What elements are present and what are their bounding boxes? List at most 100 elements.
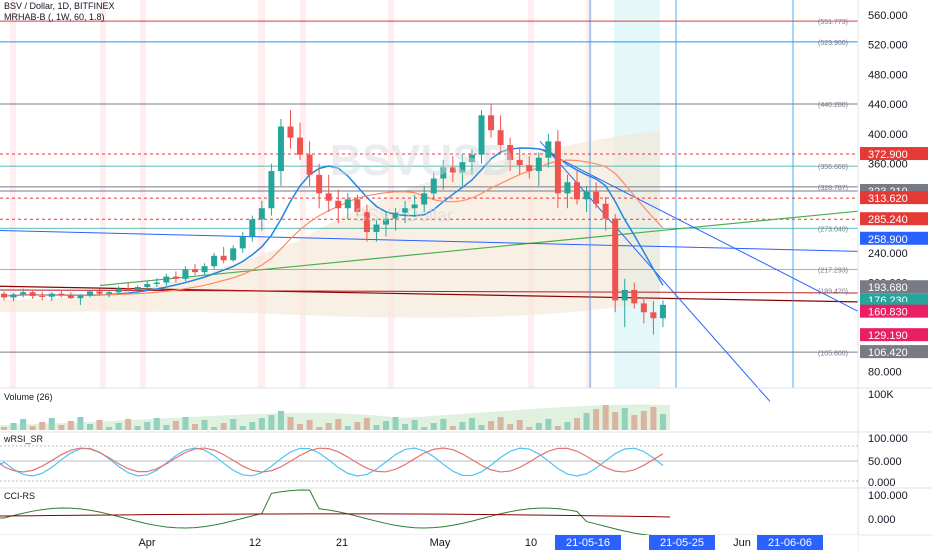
volume-bar: [144, 422, 151, 430]
volume-area: [0, 404, 670, 430]
candle-body: [325, 193, 332, 201]
price-label-box: [860, 280, 928, 294]
date-highlight-label: 21-06-06: [768, 537, 812, 549]
candle-body: [144, 284, 151, 288]
volume-bar: [58, 425, 65, 430]
volume-bar: [201, 420, 208, 430]
volume-bar: [39, 422, 46, 430]
price-label-box: [860, 212, 928, 226]
wrsi-axis-label: 0.000: [868, 477, 896, 489]
volume-bar: [125, 419, 132, 430]
date-highlight-label: 21-05-25: [660, 537, 704, 549]
volume-bar: [392, 417, 399, 430]
candle-body: [574, 182, 580, 200]
candle-body: [392, 212, 399, 219]
highlight-band: [10, 0, 16, 388]
x-tick-label: Jun: [733, 537, 751, 549]
volume-bar: [402, 424, 409, 430]
candle-body: [58, 293, 65, 296]
volume-bar: [29, 426, 36, 430]
candle-body: [402, 208, 409, 213]
candle-body: [96, 291, 103, 294]
x-tick-label: May: [430, 537, 451, 549]
candle-body: [106, 292, 113, 294]
candle-body: [211, 255, 218, 267]
highlight-band: [300, 0, 306, 388]
candle-body: [421, 193, 428, 205]
highlight-band: [388, 0, 394, 388]
level-label: (189.420): [818, 288, 848, 295]
volume-bar: [249, 422, 256, 430]
candle-body: [383, 218, 389, 225]
candle-body: [125, 288, 132, 290]
cci-signal-line: [0, 513, 671, 518]
candle-body: [230, 248, 237, 261]
watermark-symbol: BSVUSD: [330, 136, 513, 185]
volume-bar: [211, 427, 218, 430]
candle-body: [20, 292, 27, 295]
candle-body: [593, 191, 600, 204]
volume-bar: [86, 424, 93, 430]
candle-body: [10, 294, 17, 298]
cloud-band: [0, 130, 660, 318]
volume-bar: [535, 423, 542, 430]
candle-body: [430, 178, 437, 194]
volume-pane-title: Volume (26): [4, 392, 53, 402]
candle-body: [316, 174, 323, 194]
candle-body: [354, 199, 361, 212]
candle-body: [258, 208, 265, 220]
trendline-blue-mid: [539, 148, 861, 313]
volume-bar: [640, 411, 647, 430]
volume-bar: [239, 426, 246, 430]
volume-bar: [316, 427, 323, 430]
candle-body: [297, 137, 304, 155]
price-label-text: 258.900: [868, 234, 908, 246]
volume-bar: [373, 425, 380, 430]
volume-bar: [526, 427, 533, 430]
candle-body: [335, 200, 342, 209]
candle-body: [564, 182, 571, 194]
volume-bar: [545, 419, 552, 430]
y-tick-label: 240.000: [868, 248, 908, 260]
volume-bar: [507, 424, 514, 430]
volume-bar: [192, 424, 198, 430]
time-axis-bg: [0, 535, 858, 550]
candle-body: [220, 255, 227, 261]
price-label-box: [860, 328, 928, 342]
volume-bar: [96, 420, 103, 430]
volume-bar: [153, 418, 160, 430]
level-label: (217.293): [818, 268, 848, 275]
candle-body: [497, 130, 504, 146]
volume-bar: [115, 423, 122, 430]
volume-bar: [478, 425, 485, 430]
highlight-band: [100, 0, 106, 388]
price-label-text: 285.240: [868, 214, 908, 226]
candle-body: [344, 199, 351, 209]
volume-bar: [449, 426, 456, 430]
volume-bar: [383, 421, 389, 430]
price-label-text: 313.620: [868, 193, 908, 205]
candle-body: [631, 289, 638, 304]
volume-bar: [602, 405, 609, 430]
volume-bar: [459, 422, 466, 430]
candle-body: [621, 289, 628, 301]
volume-bar: [583, 413, 590, 430]
wrsi-signal-line: [0, 447, 664, 473]
volume-bar: [421, 427, 428, 430]
volume-bar: [344, 426, 351, 430]
candle-body: [468, 154, 475, 163]
indicator-title: MRHAB-B (, 1W, 60, 1.8): [4, 12, 105, 22]
volume-bar: [287, 417, 294, 430]
volume-bar: [182, 417, 189, 430]
volume-bar: [77, 417, 84, 430]
symbol-title: BSV / Dollar, 1D, BITFINEX: [4, 1, 115, 11]
highlight-band: [140, 0, 146, 388]
volume-bar: [163, 425, 170, 430]
candle-body: [583, 191, 590, 200]
cci-axis-label: 100.000: [868, 490, 908, 502]
volume-bar: [574, 418, 580, 430]
level-label: (273.040): [818, 226, 848, 233]
price-label-box: [860, 304, 928, 318]
candle-body: [115, 288, 122, 293]
